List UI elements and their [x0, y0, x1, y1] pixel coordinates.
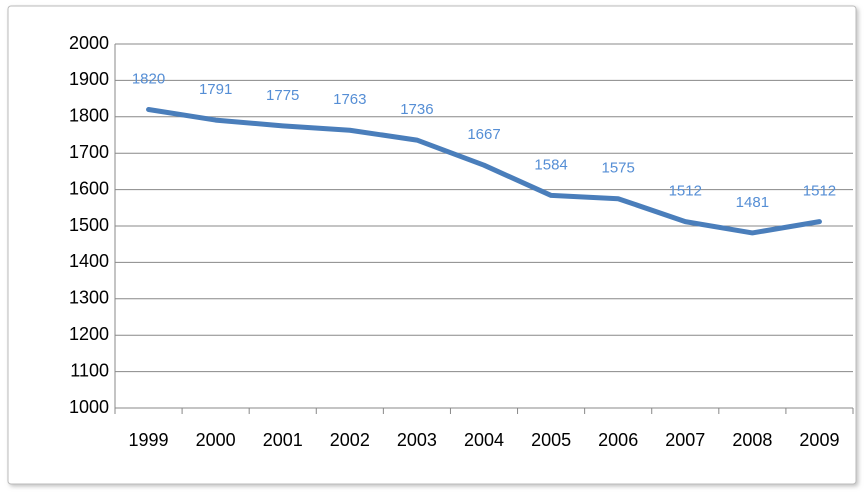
- y-tick-label: 1100: [70, 360, 109, 380]
- data-label: 1775: [266, 87, 299, 104]
- x-tick-label: 2002: [330, 430, 370, 450]
- x-tick-label: 2008: [732, 430, 772, 450]
- y-tick-label: 1500: [69, 215, 109, 235]
- x-tick-label: 2004: [464, 430, 504, 450]
- x-tick-label: 2009: [799, 430, 839, 450]
- y-tick-label: 1600: [69, 178, 109, 198]
- data-label: 1584: [534, 156, 567, 173]
- x-tick-label: 1999: [129, 430, 169, 450]
- data-label: 1763: [333, 91, 366, 108]
- data-label: 1791: [199, 81, 232, 98]
- y-tick-label: 1300: [69, 288, 109, 308]
- data-label: 1667: [467, 126, 500, 143]
- x-tick-label: 2003: [397, 430, 437, 450]
- data-label: 1512: [669, 183, 702, 200]
- chart-frame: [7, 5, 857, 485]
- y-tick-label: 1800: [69, 106, 109, 126]
- y-tick-label: 2000: [69, 33, 109, 53]
- x-tick-label: 2001: [263, 430, 303, 450]
- data-label: 1820: [132, 70, 165, 87]
- data-label: 1736: [400, 101, 433, 118]
- y-tick-label: 1700: [69, 142, 109, 162]
- line: [146, 107, 822, 236]
- y-tick-label: 1400: [69, 251, 109, 271]
- data-label: 1512: [803, 183, 836, 200]
- data-label: 1481: [736, 194, 769, 211]
- x-tick-label: 2007: [665, 430, 705, 450]
- y-tick-label: 1200: [69, 324, 109, 344]
- x-tick-label: 2000: [196, 430, 236, 450]
- y-tick-label: 1900: [69, 69, 109, 89]
- data-label: 1575: [601, 160, 634, 177]
- x-tick-label: 2006: [598, 430, 638, 450]
- x-tick-label: 2005: [531, 430, 571, 450]
- y-tick-label: 1000: [69, 397, 109, 417]
